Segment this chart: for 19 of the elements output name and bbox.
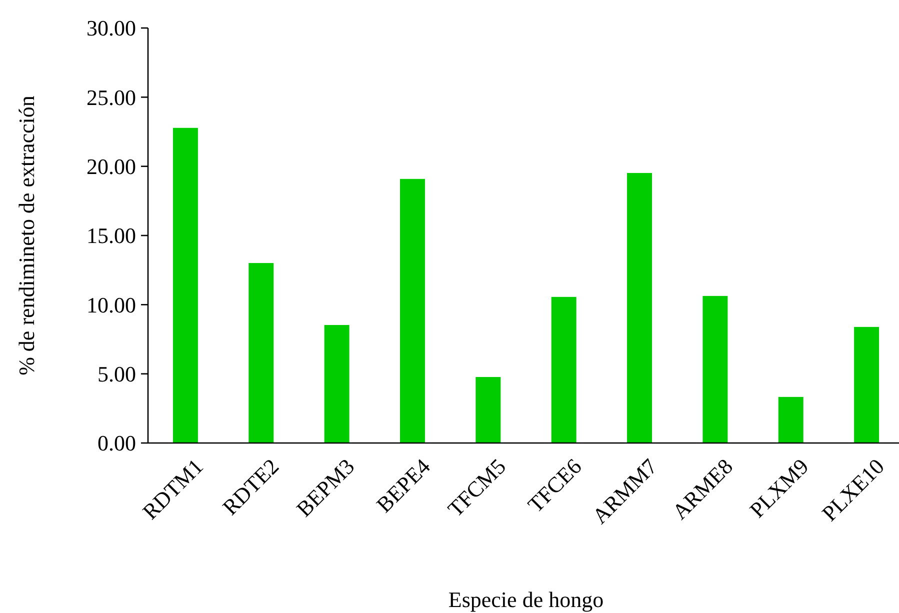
bar [551, 296, 576, 443]
bar [400, 178, 425, 443]
y-tick-label: 15.00 [86, 223, 136, 248]
bar [702, 296, 728, 443]
bar [627, 172, 652, 443]
bar [854, 326, 880, 443]
y-tick-label: 0.00 [98, 430, 136, 456]
bar [778, 396, 804, 443]
y-tick-label: 25.00 [86, 84, 136, 110]
y-axis-title: % de rendimineto de extracción [14, 96, 39, 376]
y-tick-label: 20.00 [86, 154, 136, 180]
bar [476, 377, 501, 443]
bar [172, 128, 198, 443]
bar [324, 325, 350, 443]
bar [248, 263, 274, 443]
y-tick-label: 5.00 [98, 362, 136, 387]
y-tick-label: 30.00 [86, 16, 136, 41]
y-tick-label: 10.00 [86, 292, 136, 318]
x-axis-title: Especie de hongo [448, 587, 604, 612]
